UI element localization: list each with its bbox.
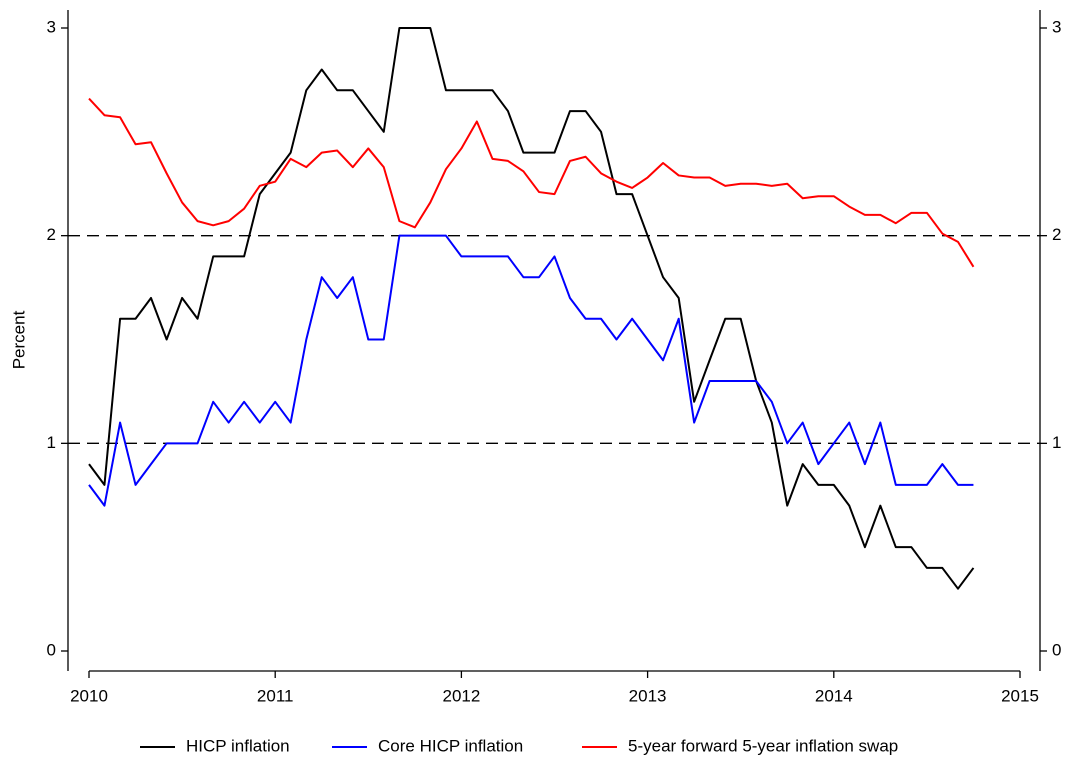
y2-tick-label: 3 [1052,17,1061,36]
y-axis-label: Percent [9,310,28,369]
y2-tick-label: 2 [1052,225,1061,244]
y-tick-label: 2 [47,225,56,244]
legend-label: Core HICP inflation [378,736,523,755]
x-tick-label: 2011 [257,686,294,705]
legend-label: HICP inflation [186,736,290,755]
y2-tick-label: 1 [1052,433,1061,452]
x-tick-label: 2012 [442,686,480,705]
x-tick-label: 2015 [1001,686,1039,705]
y2-tick-label: 0 [1052,640,1061,659]
x-tick-label: 2014 [815,686,853,705]
series-line [88,234,974,507]
legend-label: 5-year forward 5-year inflation swap [628,736,898,755]
x-tick-label: 2010 [70,686,108,705]
series-line [88,97,975,268]
x-tick-label: 2013 [629,686,667,705]
y-tick-label: 3 [47,17,56,36]
y-tick-label: 1 [47,433,56,452]
series-line [88,27,975,590]
y-tick-label: 0 [47,640,56,659]
